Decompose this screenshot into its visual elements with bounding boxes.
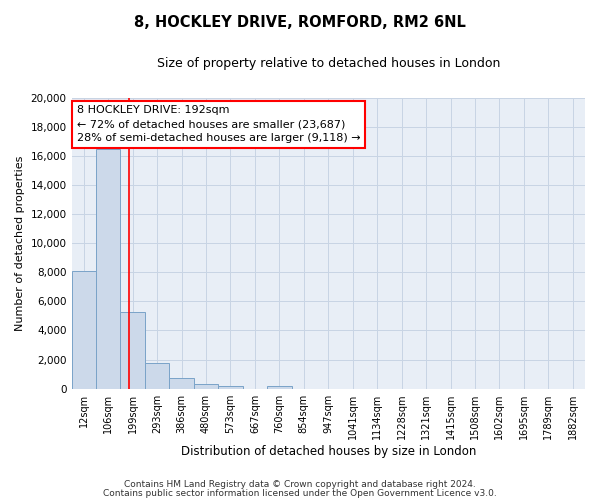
Bar — [267, 386, 292, 388]
Bar — [169, 378, 194, 388]
Y-axis label: Number of detached properties: Number of detached properties — [15, 156, 25, 331]
Bar — [71, 271, 96, 388]
Title: Size of property relative to detached houses in London: Size of property relative to detached ho… — [157, 58, 500, 70]
Bar — [145, 363, 169, 388]
X-axis label: Distribution of detached houses by size in London: Distribution of detached houses by size … — [181, 444, 476, 458]
Bar — [96, 149, 121, 388]
Bar — [218, 386, 242, 388]
Text: 8, HOCKLEY DRIVE, ROMFORD, RM2 6NL: 8, HOCKLEY DRIVE, ROMFORD, RM2 6NL — [134, 15, 466, 30]
Text: Contains HM Land Registry data © Crown copyright and database right 2024.: Contains HM Land Registry data © Crown c… — [124, 480, 476, 489]
Bar — [121, 312, 145, 388]
Bar — [194, 384, 218, 388]
Text: Contains public sector information licensed under the Open Government Licence v3: Contains public sector information licen… — [103, 488, 497, 498]
Text: 8 HOCKLEY DRIVE: 192sqm
← 72% of detached houses are smaller (23,687)
28% of sem: 8 HOCKLEY DRIVE: 192sqm ← 72% of detache… — [77, 106, 361, 144]
